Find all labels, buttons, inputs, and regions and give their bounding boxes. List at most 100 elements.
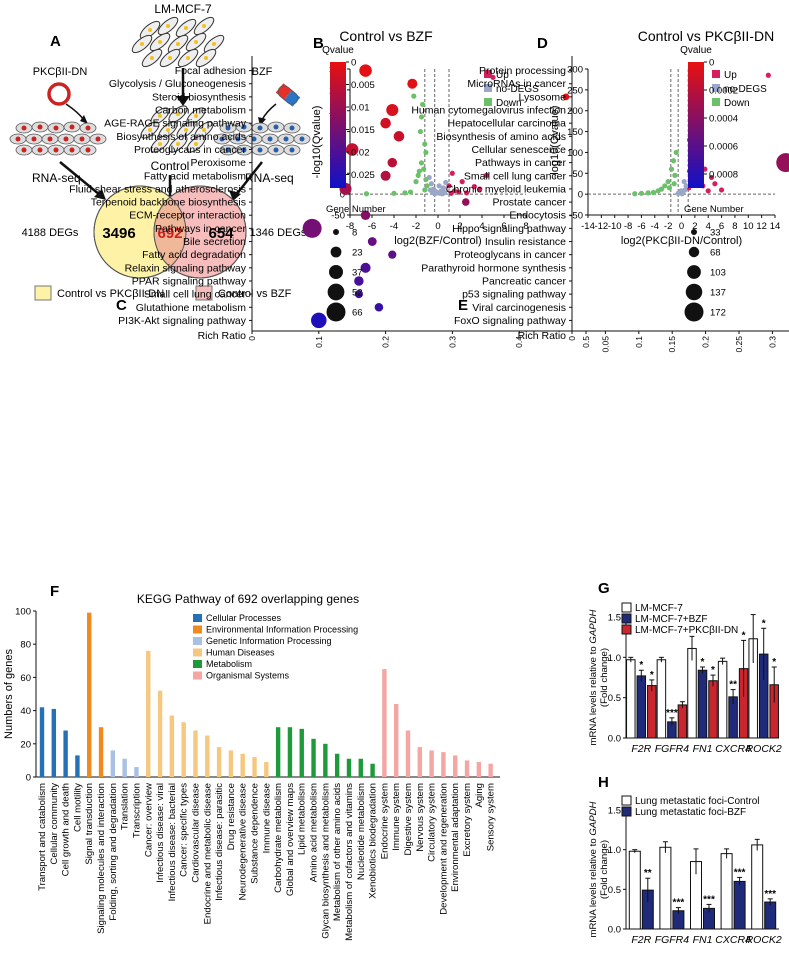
kegg-category-label: Infectious disease: parasitic [214, 783, 225, 901]
kegg-category-label: Xenobiotics biodegradation [368, 783, 379, 899]
x-tick-label: 0.3 [767, 336, 777, 348]
kegg-category-label: Transcription [131, 783, 142, 838]
x-tick-label: 10 [743, 221, 754, 232]
legend-swatch [712, 84, 720, 92]
x-tick-label: -8 [346, 221, 354, 232]
rnaseq-right-label: RNA-seq [245, 171, 294, 185]
volcano-point-down [418, 114, 425, 120]
x-tick-label: 0.05 [600, 336, 610, 353]
volcano-point-no-degs [682, 187, 688, 193]
term-label: Protein processing [479, 65, 566, 77]
y-axis-label: mRNA levels relative to GAPDH [588, 801, 599, 937]
volcano-point-down [416, 168, 422, 174]
enrichment-plot-e: Control vs PKCβII-DN Protein processingMi… [411, 28, 789, 353]
term-label: Small cell lung cancer [464, 170, 567, 182]
control-label: Control [151, 159, 190, 173]
y-tick-label: 1.5 [608, 806, 621, 817]
pkc-dn-label: PKCβII-DN [33, 66, 88, 78]
x-axis-label: log2(BZF/Control) [394, 235, 481, 247]
volcano-point-up [456, 189, 462, 195]
legend-swatch [193, 614, 202, 622]
term-label: Biosynthesis of amino acids [436, 131, 566, 143]
kegg-category-label: Infectious disease: bacterial [167, 783, 178, 901]
volcano-point-down [407, 189, 414, 195]
x-tick-label: 14 [770, 221, 781, 232]
kegg-bar [382, 669, 387, 777]
legend-swatch [621, 613, 632, 624]
y-tick-label: 0.5 [608, 885, 621, 896]
volcano-point-no-degs [681, 179, 687, 185]
legend-swatch [712, 70, 720, 78]
qpcr-bar [656, 659, 667, 739]
volcano-point-down [650, 189, 657, 196]
y-axis-label-line2: (Fold change) [599, 648, 610, 707]
kegg-bar [441, 752, 446, 777]
enrichment-bubble [380, 170, 391, 181]
legend-label: Environmental Information Processing [206, 625, 358, 635]
x-tick-label: 8 [523, 221, 528, 232]
y-tick-label: 250 [567, 85, 583, 96]
legend-swatch [193, 648, 202, 657]
kegg-category-label: Nervous system [415, 783, 426, 852]
volcano-point-down [421, 166, 427, 172]
x-axis-label: Rich Ratio [518, 330, 567, 342]
x-tick-label: 0 [567, 336, 577, 341]
qpcr-bar [764, 901, 777, 930]
y-tick-label: 300 [567, 65, 583, 76]
kegg-bar [370, 763, 375, 777]
size-legend-dot [326, 302, 346, 322]
term-label: PPAR signaling pathway [132, 275, 247, 287]
qvalue-colorbar [330, 62, 346, 188]
kegg-category-label: Endocrine system [379, 783, 390, 859]
gene-label: F2R [631, 934, 651, 946]
y-tick-label: 0 [578, 190, 583, 201]
legend-swatch [621, 806, 632, 817]
legend-swatch [193, 671, 202, 680]
x-tick-label: -4 [651, 221, 659, 232]
y-tick-label: 0 [340, 190, 345, 201]
term-label: Small cell lung cancer [144, 289, 247, 301]
kegg-bar [228, 750, 234, 777]
term-label: Focal adhesion [175, 65, 246, 77]
bzf-cells-illustration [213, 121, 311, 156]
volcano-point-up [446, 183, 452, 189]
term-label: Relaxin signaling pathway [125, 262, 247, 274]
x-tick-label: 6 [501, 221, 506, 232]
x-tick-label: 0.1 [314, 336, 324, 348]
kegg-category-label: Infectious disease: viral [155, 783, 166, 883]
lm-mcf7-cells-illustration [131, 16, 225, 68]
kegg-category-label: Aging [474, 783, 485, 808]
x-tick-label: 0.5 [581, 336, 591, 348]
volcano-point-up [477, 186, 483, 192]
volcano-point-down [665, 179, 671, 185]
colorbar-tick-label: 0 [351, 58, 356, 69]
legend-swatch [712, 98, 720, 106]
term-label: Terpenoid backbone biosynthesis [91, 197, 246, 209]
y-tick-label: 100 [15, 607, 31, 618]
x-tick-label: 0.15 [667, 336, 677, 353]
size-legend-label: 33 [710, 228, 721, 239]
volcano-point-down [666, 185, 673, 191]
kegg-bar [51, 708, 57, 777]
size-legend-label: 103 [710, 268, 726, 279]
y-tick-label: 0.0 [608, 925, 621, 936]
term-label: Fluid shear stress and atherosclerosis [69, 183, 246, 195]
kegg-bar [488, 763, 493, 777]
x-tick-label: 0 [679, 221, 684, 232]
colorbar-tick-label: 0.005 [351, 80, 375, 91]
significance-mark: *** [673, 898, 685, 909]
enrichment-bubble [354, 290, 364, 299]
gene-label: CXCR4 [715, 743, 751, 755]
kegg-bar [122, 758, 127, 777]
significance-mark: ** [644, 868, 652, 879]
panel-e: E Control vs PKCβII-DN Protein processing… [411, 28, 789, 353]
significance-mark: * [701, 657, 705, 668]
qpcr-bar [628, 850, 641, 930]
panel-h: H 0.0 0.5 1.0 1.5 mRNA levels relative to GA… [588, 774, 782, 946]
kegg-bar [393, 703, 399, 777]
kegg-bar [287, 727, 293, 777]
qpcr-bar [687, 647, 697, 739]
enrichment-bubble [374, 302, 384, 312]
term-label: p53 signaling pathway [462, 289, 567, 301]
